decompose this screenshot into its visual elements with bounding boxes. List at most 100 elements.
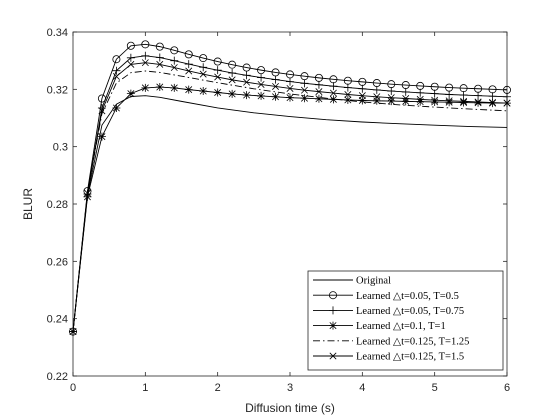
data-point: [271, 92, 280, 101]
tick-layer: 0 1 2 3 4 5 6 0.22 0.24 0.26 0.28 0.3 0.32 0.34: [47, 27, 510, 394]
legend-entry: Learned △t=0.05, T=0.5: [313, 291, 459, 302]
data-point: [257, 91, 266, 100]
data-point: [488, 92, 497, 101]
data-point: [199, 70, 207, 78]
data-point: [155, 42, 164, 51]
x-axis-label: Diffusion time (s): [245, 401, 335, 415]
data-point: [141, 59, 149, 67]
data-point: [286, 84, 294, 92]
y-tick-label: 0.32: [47, 84, 68, 96]
data-point: [358, 96, 367, 105]
data-point: [314, 80, 323, 89]
data-point: [213, 88, 222, 97]
x-tick-label: 6: [504, 382, 510, 394]
data-point: [372, 85, 381, 94]
legend-label: Original: [356, 276, 391, 287]
data-point: [112, 66, 121, 75]
data-point: [257, 73, 266, 82]
data-point: [372, 96, 381, 105]
series-line: [72, 70, 508, 332]
x-tick-label: 4: [359, 382, 365, 394]
data-point: [127, 60, 135, 68]
data-point: [272, 82, 280, 90]
data-point: [401, 97, 410, 106]
data-point: [126, 41, 135, 50]
data-point: [184, 60, 193, 69]
data-point: [199, 54, 208, 63]
y-tick-label: 0.34: [47, 27, 68, 39]
x-tick-label: 3: [287, 382, 293, 394]
data-point: [170, 64, 178, 72]
data-point: [344, 91, 352, 98]
x-tick-label: 2: [215, 382, 221, 394]
data-point: [156, 60, 164, 68]
data-point: [459, 98, 468, 107]
data-point: [112, 72, 120, 80]
data-point: [228, 89, 237, 98]
legend-entry: Learned △t=0.125, T=1.25: [313, 336, 469, 347]
data-point: [242, 63, 251, 72]
legend-label: Learned △t=0.1, T=1: [356, 321, 446, 332]
data-point: [329, 89, 337, 97]
y-axis-label: BLUR: [21, 188, 35, 220]
data-point: [416, 97, 425, 106]
y-tick-label: 0.28: [47, 199, 68, 211]
data-point: [112, 103, 121, 112]
legend: Original Learned △t=0.05, T=0.5 Learned △t…: [307, 270, 504, 371]
data-point: [69, 328, 77, 336]
data-point: [329, 82, 338, 91]
data-point: [184, 85, 193, 94]
data-point: [300, 79, 309, 88]
data-point: [126, 53, 135, 62]
data-point: [343, 95, 352, 104]
data-point: [430, 97, 439, 106]
data-point: [430, 89, 439, 98]
data-point: [271, 75, 280, 84]
data-point: [213, 57, 222, 66]
series-6: [69, 59, 511, 336]
data-point: [184, 50, 193, 59]
data-point: [300, 86, 308, 94]
data-point: [474, 91, 483, 100]
data-point: [213, 66, 222, 75]
data-point: [373, 93, 381, 101]
legend-entry: Original: [313, 276, 391, 287]
series-1: [72, 95, 508, 332]
data-point: [155, 53, 164, 62]
data-point: [228, 68, 237, 77]
legend-label: Learned △t=0.125, T=1.25: [356, 336, 469, 347]
data-point: [242, 71, 251, 80]
data-point: [402, 95, 410, 102]
data-point: [474, 98, 483, 107]
data-point: [314, 94, 323, 103]
legend-entry: Learned △t=0.1, T=1: [313, 321, 446, 332]
data-point: [387, 87, 396, 96]
data-point: [343, 83, 352, 92]
data-point: [199, 87, 208, 96]
data-point: [155, 83, 164, 92]
data-point: [83, 189, 91, 197]
data-point: [300, 94, 309, 103]
legend-marker: [329, 321, 337, 330]
legend-entry: Learned △t=0.125, T=1.5: [313, 352, 464, 363]
legend-box: [307, 270, 504, 371]
series-layer: [69, 40, 511, 336]
data-point: [474, 98, 482, 106]
series-4: [69, 83, 511, 336]
y-tick-label: 0.24: [47, 314, 68, 326]
data-point: [126, 89, 135, 98]
data-point: [286, 77, 294, 86]
data-point: [358, 84, 367, 93]
data-point: [459, 91, 468, 100]
data-point: [460, 97, 468, 105]
legend-entry: Learned △t=0.05, T=0.75: [313, 306, 464, 317]
legend-label: Learned △t=0.05, T=0.75: [356, 306, 464, 317]
data-point: [141, 40, 150, 49]
data-point: [141, 51, 150, 60]
series-5: [72, 70, 508, 332]
data-point: [185, 67, 193, 75]
data-point: [431, 96, 439, 104]
data-point: [97, 132, 106, 141]
x-tick-label: 5: [432, 382, 438, 394]
